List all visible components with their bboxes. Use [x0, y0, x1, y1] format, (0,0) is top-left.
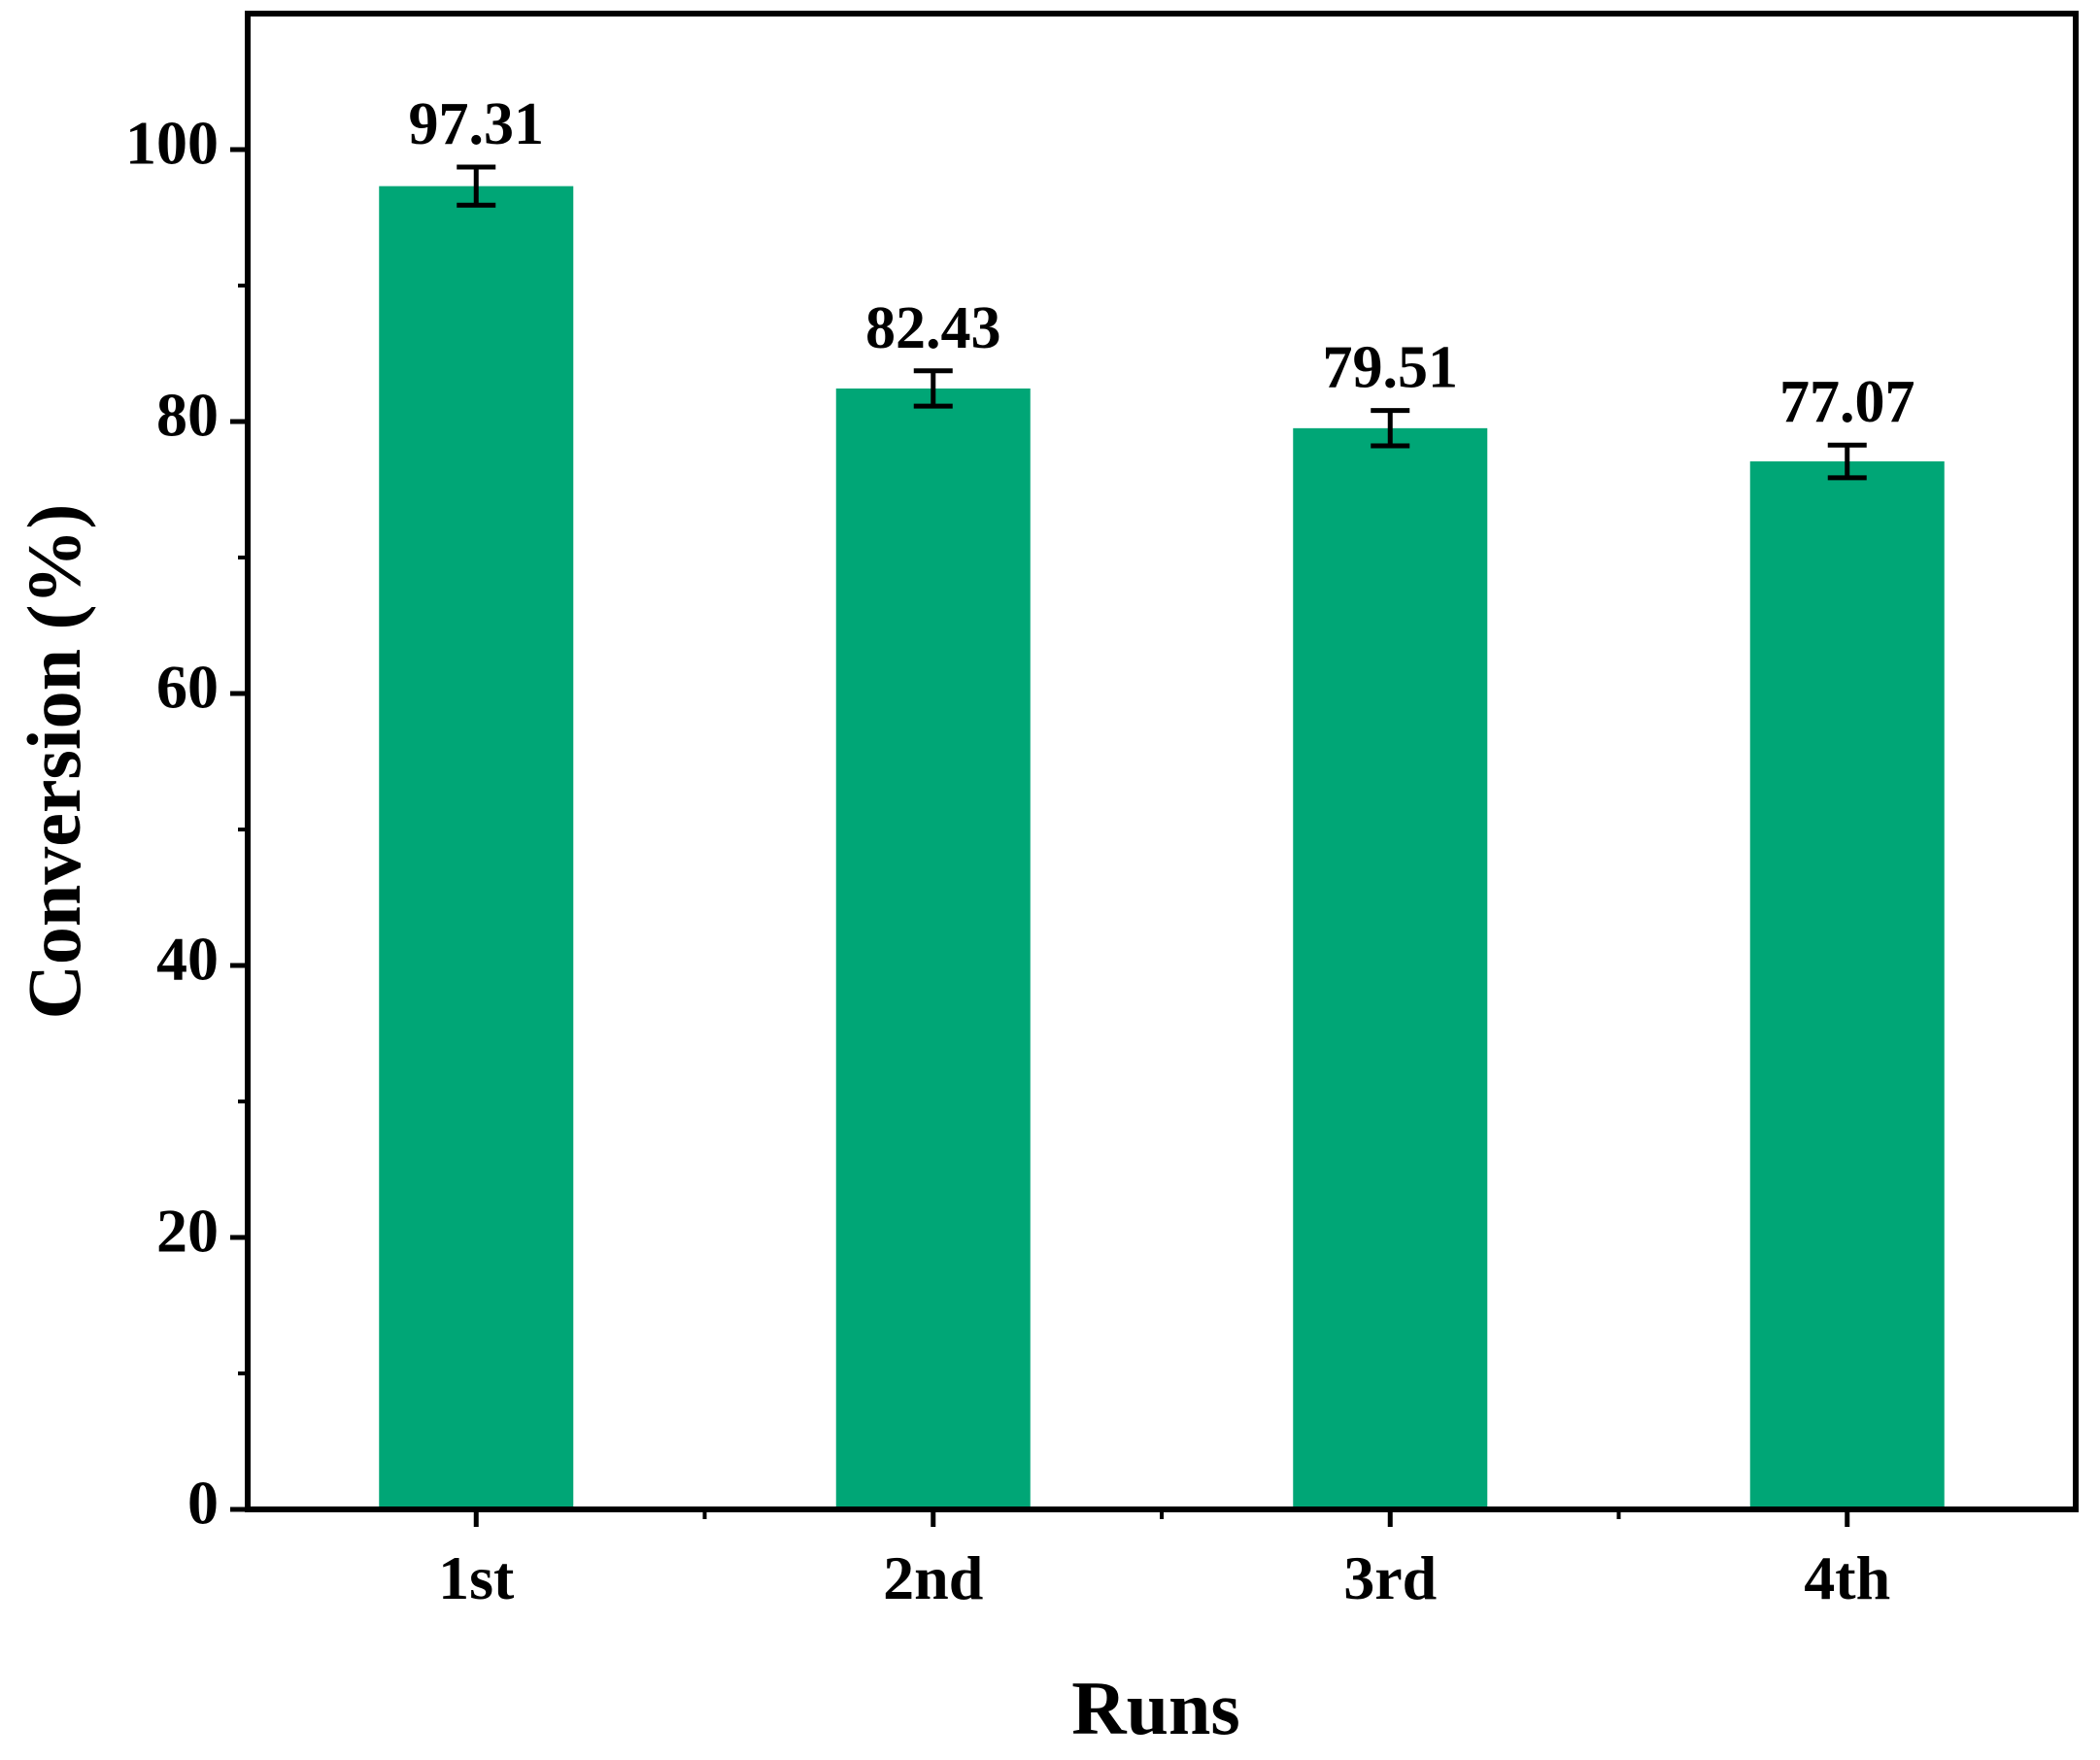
x-axis-title: Runs [1071, 1666, 1239, 1750]
bar [835, 388, 1031, 1510]
value-label: 97.31 [409, 91, 545, 157]
error-bar [1827, 442, 1867, 481]
bar [1749, 461, 1945, 1509]
x-tick-label: 1st [438, 1543, 515, 1612]
value-label: 77.07 [1779, 369, 1915, 435]
plot-frame [245, 11, 2079, 1512]
y-axis-title: Conversion (%) [12, 504, 96, 1020]
y-tick-label: 40 [156, 925, 219, 994]
error-bar [457, 164, 496, 208]
x-tick-label: 2nd [883, 1543, 983, 1612]
y-tick-label: 20 [156, 1197, 219, 1266]
value-label: 82.43 [865, 295, 1001, 361]
error-bar [913, 368, 953, 409]
y-tick-label: 80 [156, 381, 219, 450]
y-tick-label: 100 [125, 109, 219, 178]
value-label: 79.51 [1323, 335, 1459, 401]
bar [1293, 427, 1488, 1509]
x-tick-label: 4th [1804, 1543, 1890, 1612]
y-tick-label: 0 [187, 1469, 219, 1538]
x-tick-label: 3rd [1343, 1543, 1437, 1612]
y-tick-label: 60 [156, 653, 219, 722]
error-bar [1371, 408, 1410, 449]
bar [379, 186, 574, 1509]
